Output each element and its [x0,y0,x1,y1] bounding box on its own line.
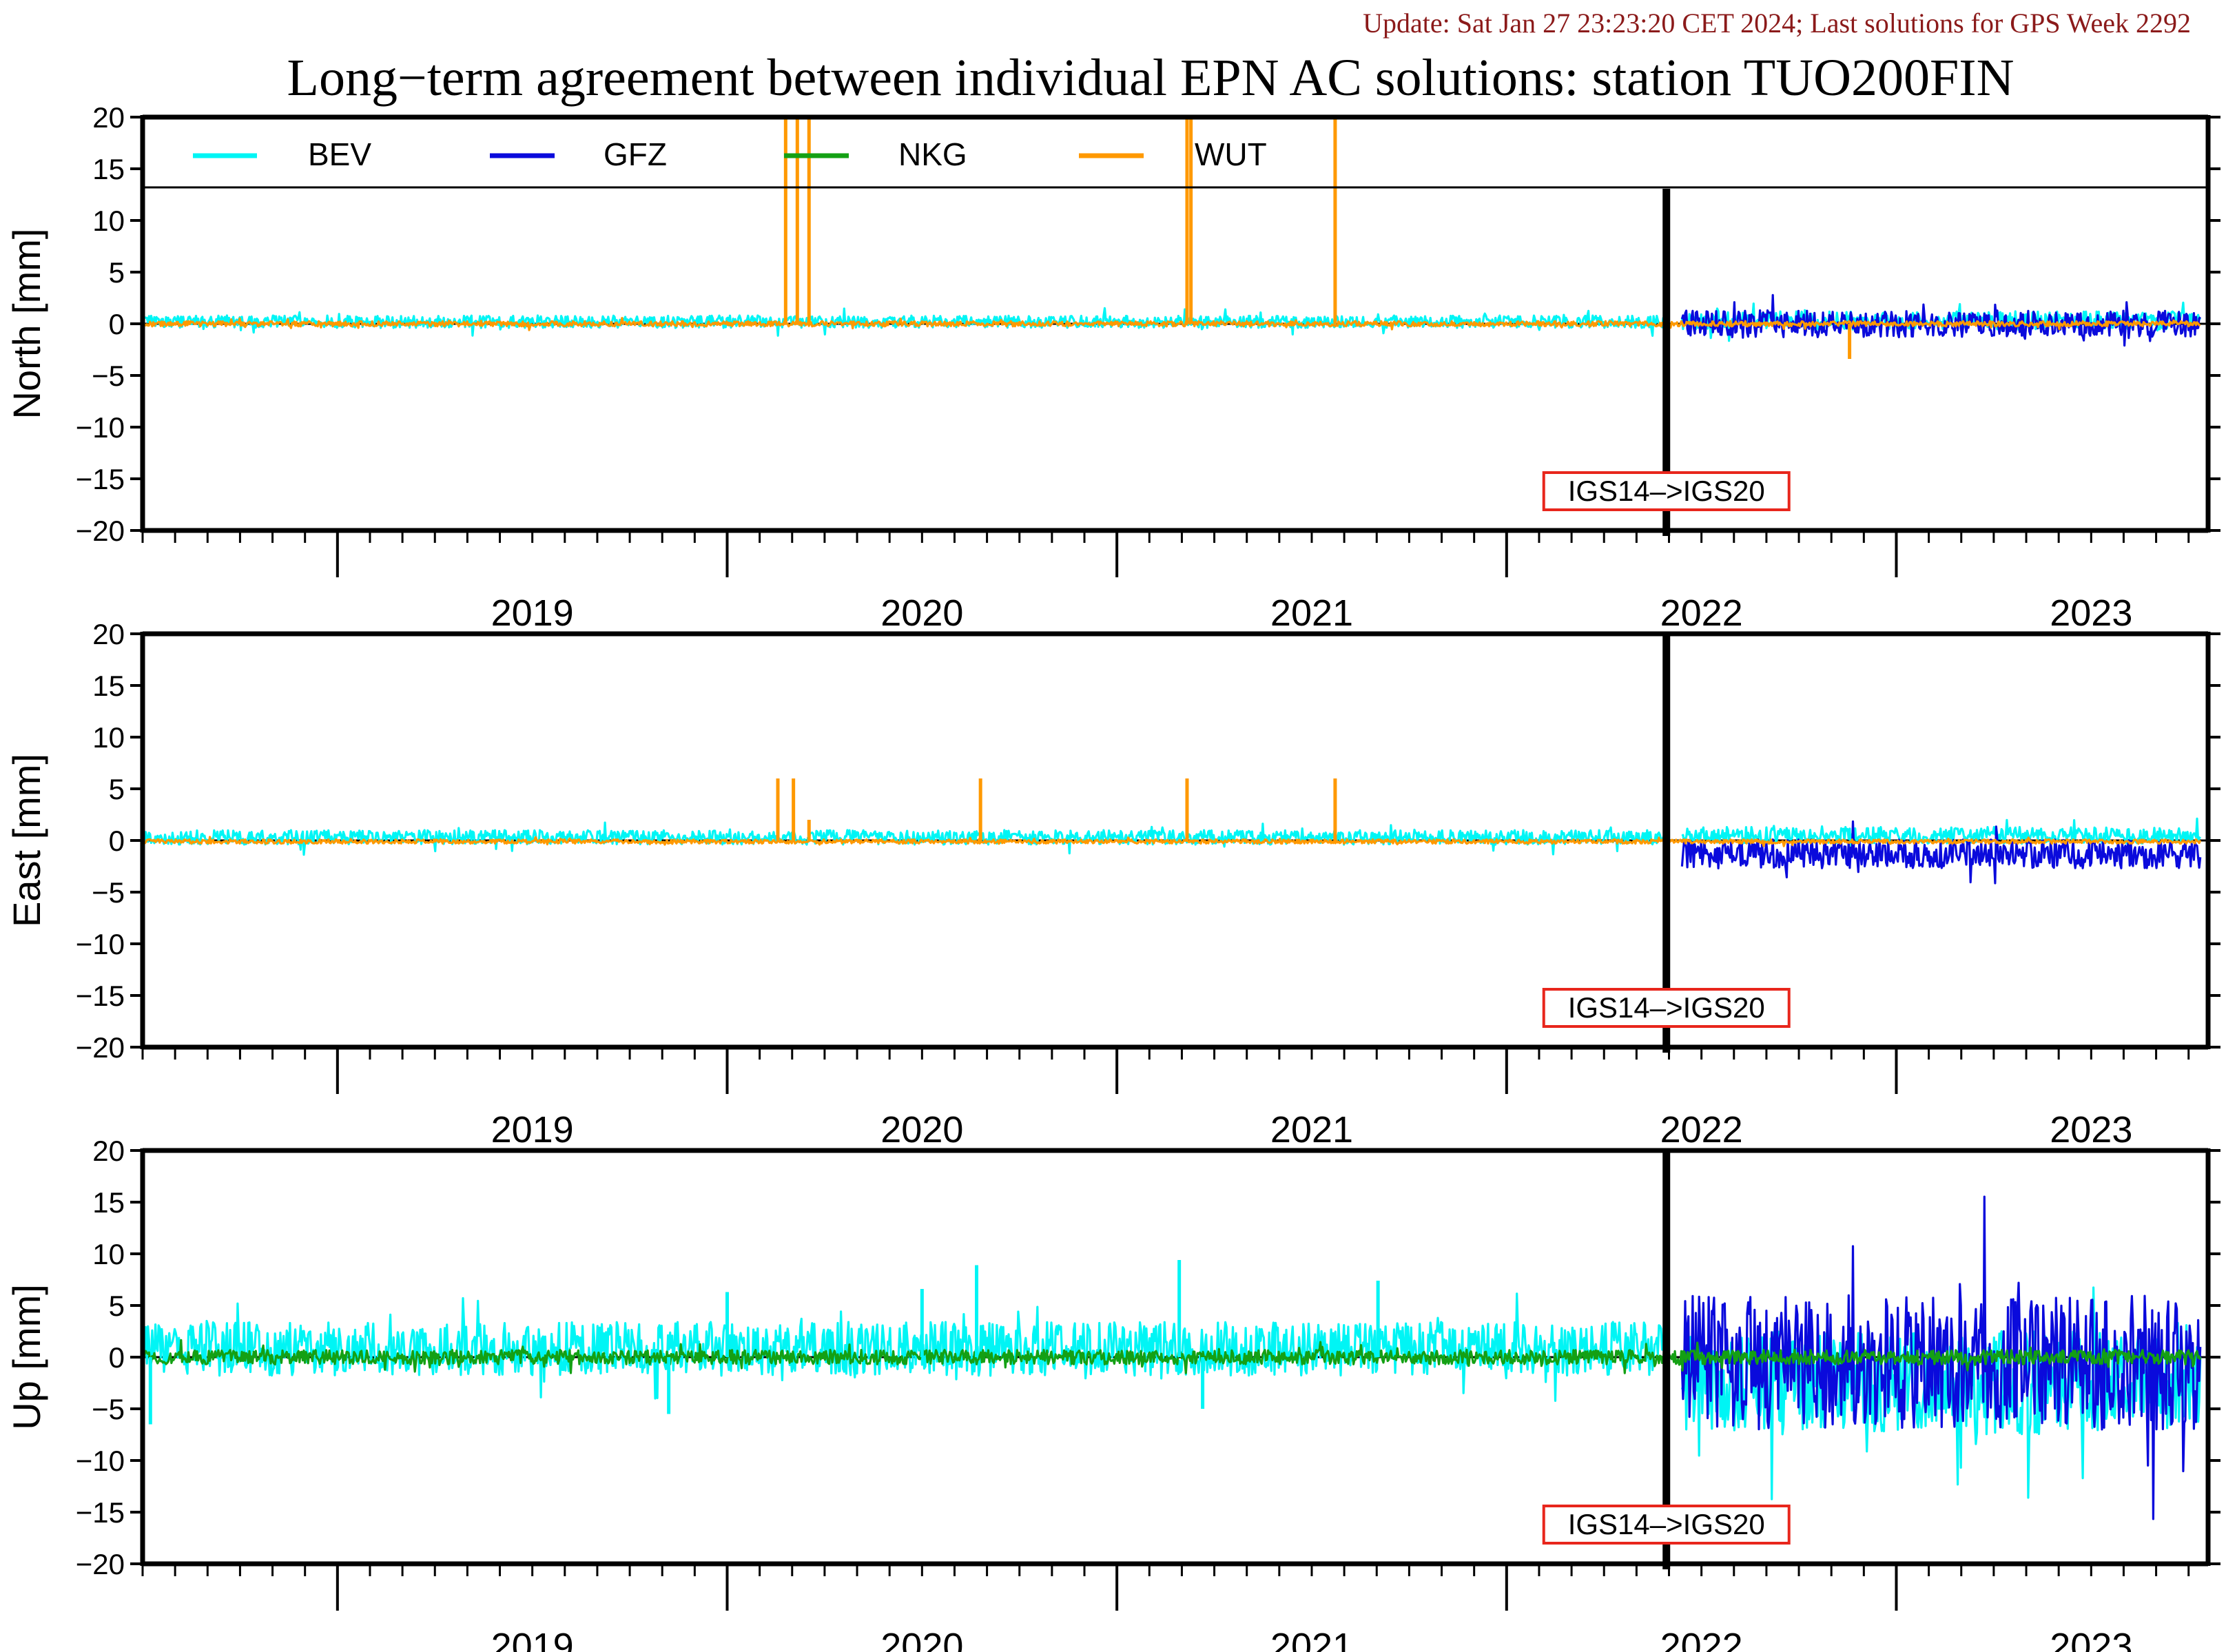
y-tick-label: 10 [92,1238,125,1270]
y-tick-label: 0 [109,825,125,857]
series-line-bev [143,1292,1668,1402]
x-tick-label: 2020 [880,1109,963,1150]
series-line-gfz [1680,820,2202,885]
y-tick-label: −20 [76,1031,125,1064]
series-line-gfz [1680,1195,2202,1520]
y-tick-label: 10 [92,721,125,754]
y-tick-label: −10 [76,411,125,444]
y-tick-label: 20 [92,1135,125,1167]
annotation-label: IGS14–>IGS20 [1568,1508,1765,1540]
north-panel: IGS14–>IGS20 20 15 10 5 0 −5 −10 −15 −20 North [mm… [5,101,2220,634]
annotation-box [1542,988,1791,1028]
y-tick-label: −20 [76,1548,125,1580]
legend-entry-bev: BEV [193,136,371,172]
y-axis-label: North [mm] [5,229,48,420]
x-tick-label: 2019 [491,1109,574,1150]
x-tick-label: 2019 [491,1626,574,1652]
annotation-label: IGS14–>IGS20 [1568,475,1765,507]
y-tick-label: −5 [92,1393,125,1425]
y-tick-label: −15 [76,1496,125,1529]
y-tick-label: 0 [109,308,125,340]
annotation-box [1542,471,1791,511]
y-tick-label: 5 [109,1290,125,1322]
frame-change-annotation: IGS14–>IGS20 [1542,471,1791,511]
y-tick-label: 15 [92,1186,125,1219]
x-tick-label: 2020 [880,592,963,634]
series-line-bev [143,821,1668,856]
legend-entry-nkg: NKG [784,136,967,172]
series-line-wut [143,836,2202,847]
y-tick-label: 5 [109,773,125,805]
x-tick-label: 2023 [2050,1109,2132,1150]
chart-title: Long−term agreement between individual E… [287,49,2014,107]
y-tick-label: −15 [76,463,125,495]
plot-area [143,778,2208,885]
x-tick-label: 2020 [880,1626,963,1652]
series-line-wut [143,317,2201,331]
legend: BEV GFZ NKG WUT [193,136,1267,172]
annotation-label: IGS14–>IGS20 [1568,991,1765,1024]
plot-area [143,1195,2208,1520]
y-tick-label: −5 [92,360,125,392]
x-tick-label: 2023 [2050,1626,2132,1652]
y-tick-label: 10 [92,205,125,237]
frame-change-annotation: IGS14–>IGS20 [1542,988,1791,1028]
series-line-gfz [1680,293,2201,347]
x-tick-label: 2021 [1270,1109,1353,1150]
x-tick-label: 2021 [1270,1626,1353,1652]
y-axis-label: East [mm] [5,754,48,927]
y-tick-label: 20 [92,101,125,134]
y-tick-label: 20 [92,618,125,650]
legend-entry-wut: WUT [1079,136,1267,172]
x-tick-label: 2022 [1660,592,1743,634]
y-axis-label: Up [mm] [5,1284,48,1430]
y-tick-label: 5 [109,256,125,289]
legend-label-nkg: NKG [898,136,967,172]
y-tick-label: 15 [92,153,125,185]
x-tick-label: 2023 [2050,592,2132,634]
plot-area [143,117,2208,359]
y-tick-label: 0 [109,1341,125,1374]
x-tick-label: 2022 [1660,1626,1743,1652]
frame-change-annotation: IGS14–>IGS20 [1542,1505,1791,1545]
y-tick-label: −15 [76,980,125,1012]
east-panel: IGS14–>IGS20 20 15 10 5 0 −5 −10 −15 −20 East [mm]… [5,618,2220,1150]
legend-label-bev: BEV [308,136,371,172]
y-tick-label: −10 [76,1445,125,1477]
x-tick-label: 2022 [1660,1109,1743,1150]
y-tick-label: −10 [76,928,125,960]
x-tick-label: 2019 [491,592,574,634]
y-tick-label: 15 [92,670,125,702]
legend-label-gfz: GFZ [604,136,667,172]
annotation-box [1542,1505,1791,1545]
legend-entry-gfz: GFZ [490,136,667,172]
y-tick-label: −20 [76,515,125,547]
update-text: Update: Sat Jan 27 23:23:20 CET 2024; La… [1363,8,2191,39]
legend-label-wut: WUT [1195,136,1267,172]
x-tick-label: 2021 [1270,592,1353,634]
up-panel: IGS14–>IGS20 20 15 10 5 0 −5 −10 −15 −20 Up [mm] 20… [5,1135,2220,1652]
series-line-nkg [143,1339,2202,1374]
y-tick-label: −5 [92,876,125,909]
